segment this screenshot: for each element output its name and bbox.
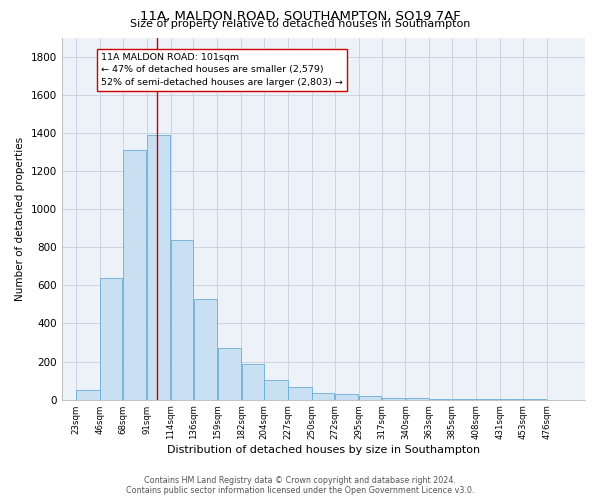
Bar	[76, 390, 100, 400]
Bar	[312, 393, 334, 400]
Bar	[382, 398, 405, 400]
Bar	[218, 348, 241, 400]
Text: Contains HM Land Registry data © Crown copyright and database right 2024.
Contai: Contains HM Land Registry data © Crown c…	[126, 476, 474, 495]
Bar	[123, 150, 146, 400]
Bar	[194, 298, 217, 400]
Text: 11A, MALDON ROAD, SOUTHAMPTON, SO19 7AF: 11A, MALDON ROAD, SOUTHAMPTON, SO19 7AF	[140, 10, 460, 23]
Text: 11A MALDON ROAD: 101sqm
← 47% of detached houses are smaller (2,579)
52% of semi: 11A MALDON ROAD: 101sqm ← 47% of detache…	[101, 53, 343, 87]
Bar	[335, 394, 358, 400]
Bar	[406, 398, 429, 400]
Bar	[430, 399, 452, 400]
Bar	[289, 388, 311, 400]
Bar	[242, 364, 264, 400]
Bar	[100, 278, 122, 400]
Bar	[265, 380, 287, 400]
Text: Size of property relative to detached houses in Southampton: Size of property relative to detached ho…	[130, 19, 470, 29]
Bar	[359, 396, 381, 400]
X-axis label: Distribution of detached houses by size in Southampton: Distribution of detached houses by size …	[167, 445, 480, 455]
Bar	[171, 240, 193, 400]
Y-axis label: Number of detached properties: Number of detached properties	[15, 136, 25, 300]
Bar	[452, 399, 476, 400]
Bar	[147, 134, 170, 400]
